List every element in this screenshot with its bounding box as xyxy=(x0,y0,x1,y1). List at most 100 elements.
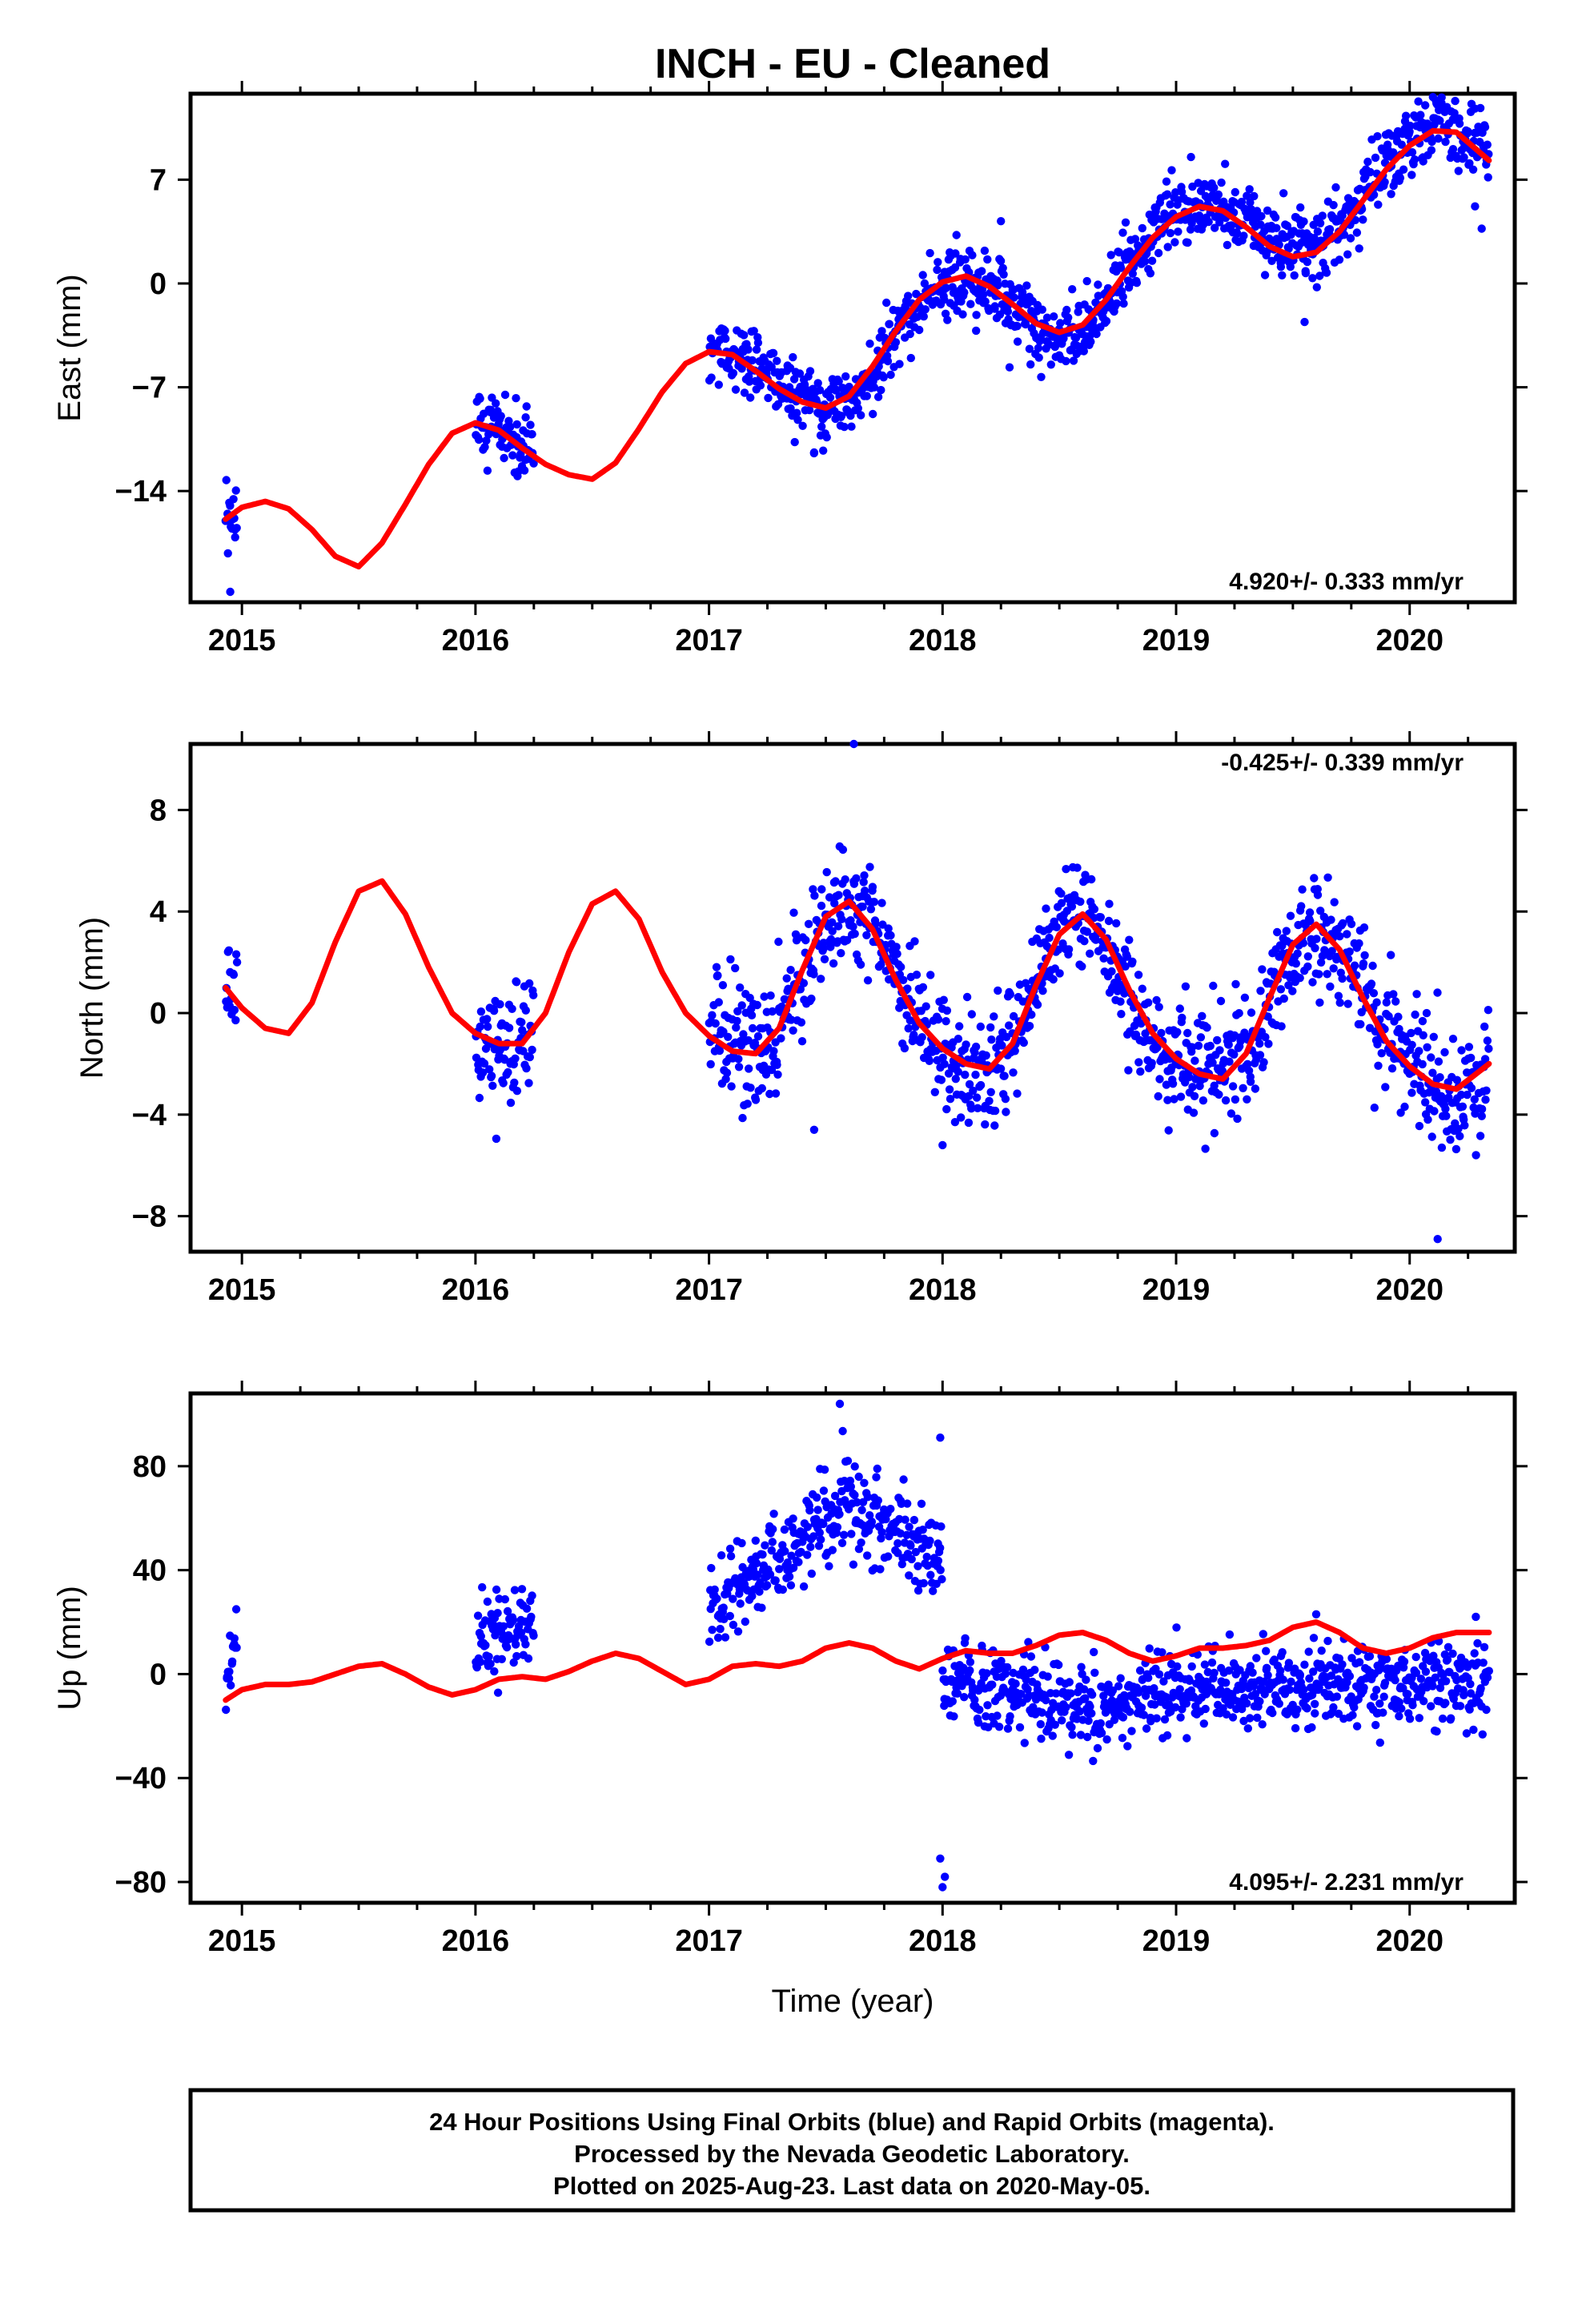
north-data-point xyxy=(766,991,775,1000)
up-data-point xyxy=(903,1499,912,1508)
north-data-point xyxy=(1345,947,1354,956)
up-data-point xyxy=(230,1634,239,1643)
north-data-point xyxy=(1064,945,1074,954)
east-data-point xyxy=(1346,234,1355,243)
north-data-point xyxy=(1418,1059,1427,1069)
up-data-point xyxy=(1006,1712,1014,1721)
east-data-point xyxy=(877,385,885,395)
east-data-point xyxy=(1299,217,1308,226)
up-data-point xyxy=(717,1551,726,1560)
east-data-point xyxy=(748,356,757,365)
up-data-point xyxy=(1476,1684,1485,1693)
north-data-point xyxy=(1239,1084,1247,1093)
east-data-point xyxy=(1186,152,1195,162)
north-data-point xyxy=(1481,1096,1490,1104)
east-data-point xyxy=(1250,191,1259,201)
north-data-point xyxy=(976,1022,986,1031)
up-data-point xyxy=(1317,1647,1326,1655)
north-data-point xyxy=(1001,1095,1010,1104)
up-data-point xyxy=(899,1475,908,1484)
east-data-point xyxy=(1308,274,1317,283)
up-data-point xyxy=(225,1667,234,1676)
north-data-point xyxy=(733,1007,742,1016)
north-data-point xyxy=(1436,1092,1446,1101)
up-data-point xyxy=(1285,1685,1295,1695)
east-data-point xyxy=(1243,191,1251,200)
up-data-point xyxy=(1182,1699,1191,1708)
north-data-point xyxy=(838,845,848,854)
north-data-point xyxy=(1138,984,1147,993)
up-data-point xyxy=(936,1566,945,1574)
north-data-point xyxy=(807,994,816,1003)
north-data-point xyxy=(1470,1095,1480,1104)
east-data-point xyxy=(1380,178,1389,187)
north-data-point xyxy=(912,971,921,979)
up-data-point xyxy=(1228,1713,1238,1722)
up-data-point xyxy=(813,1493,821,1502)
north-data-point xyxy=(1057,899,1066,907)
up-data-point xyxy=(752,1558,761,1568)
up-data-point xyxy=(1243,1699,1251,1708)
up-data-point xyxy=(509,1658,518,1667)
north-data-point xyxy=(782,974,791,983)
east-data-point xyxy=(1256,220,1265,229)
east-data-point xyxy=(905,329,914,339)
up-data-point xyxy=(1258,1720,1267,1729)
up-data-point xyxy=(1090,1668,1099,1677)
north-y-tick-label: 0 xyxy=(150,997,167,1031)
north-data-point xyxy=(985,1096,994,1106)
up-data-point xyxy=(1382,1655,1391,1663)
east-data-point xyxy=(865,340,874,348)
east-data-point xyxy=(999,270,1008,279)
north-data-point xyxy=(962,1040,970,1049)
east-data-point xyxy=(1138,223,1147,233)
east-data-point xyxy=(958,310,967,319)
north-data-point xyxy=(1255,1051,1265,1059)
north-data-point xyxy=(769,1047,778,1055)
north-data-point xyxy=(1297,902,1306,911)
east-data-point xyxy=(1309,220,1318,229)
east-data-point xyxy=(1162,190,1172,199)
east-data-point xyxy=(1279,189,1288,198)
north-data-point xyxy=(1284,981,1293,990)
east-x-tick-label: 2017 xyxy=(675,624,743,657)
x-axis-label: Time (year) xyxy=(772,1984,934,2019)
east-data-point xyxy=(740,331,749,340)
north-data-point xyxy=(1209,981,1218,991)
east-data-point xyxy=(1290,271,1299,280)
north-data-point xyxy=(850,929,859,939)
up-data-point xyxy=(1295,1671,1305,1679)
north-data-point xyxy=(231,1015,240,1025)
north-data-point xyxy=(1000,1072,1009,1080)
north-data-point xyxy=(1116,997,1125,1006)
up-data-point xyxy=(1405,1715,1415,1723)
up-data-point xyxy=(938,1574,946,1584)
east-data-point xyxy=(1441,137,1450,147)
east-data-point xyxy=(1448,145,1458,154)
up-data-point xyxy=(867,1518,877,1526)
up-data-point xyxy=(1219,1704,1227,1713)
north-data-point xyxy=(487,1072,496,1080)
up-data-point xyxy=(1042,1695,1050,1705)
up-data-point xyxy=(1311,1709,1319,1718)
east-data-point xyxy=(1022,281,1031,290)
north-data-point xyxy=(817,901,826,911)
up-data-point xyxy=(1152,1714,1161,1723)
east-data-point xyxy=(1204,217,1213,227)
east-data-point xyxy=(1119,299,1128,308)
north-data-point xyxy=(1107,967,1116,976)
north-data-point xyxy=(1189,1108,1199,1117)
east-data-point xyxy=(1300,317,1309,327)
east-data-point xyxy=(1322,268,1331,277)
north-data-point xyxy=(1477,1112,1487,1120)
up-data-point xyxy=(1023,1685,1032,1694)
up-data-point xyxy=(1108,1686,1118,1695)
north-data-point xyxy=(1435,1073,1444,1082)
east-data-point xyxy=(522,402,531,411)
east-data-point xyxy=(847,422,856,431)
north-data-point xyxy=(1243,1095,1251,1104)
up-data-point xyxy=(1165,1700,1174,1709)
north-data-point xyxy=(1456,1090,1466,1100)
up-data-point xyxy=(503,1642,512,1652)
up-data-point xyxy=(710,1585,719,1594)
